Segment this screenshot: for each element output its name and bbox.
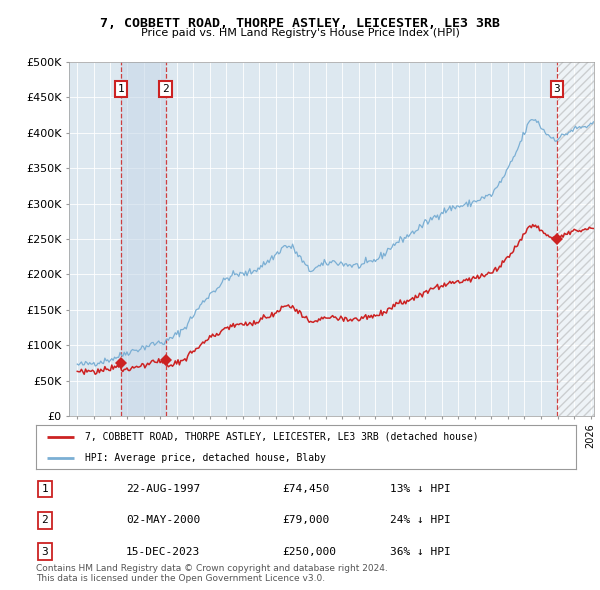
Text: 3: 3 <box>554 84 560 94</box>
Text: 13% ↓ HPI: 13% ↓ HPI <box>390 484 451 494</box>
Text: 7, COBBETT ROAD, THORPE ASTLEY, LEICESTER, LE3 3RB (detached house): 7, COBBETT ROAD, THORPE ASTLEY, LEICESTE… <box>85 432 478 442</box>
Text: Contains HM Land Registry data © Crown copyright and database right 2024.
This d: Contains HM Land Registry data © Crown c… <box>36 563 388 583</box>
Text: £79,000: £79,000 <box>282 516 329 525</box>
Text: 36% ↓ HPI: 36% ↓ HPI <box>390 547 451 556</box>
Bar <box>557 62 594 416</box>
Text: 3: 3 <box>41 547 49 556</box>
Text: 22-AUG-1997: 22-AUG-1997 <box>126 484 200 494</box>
Text: 1: 1 <box>118 84 124 94</box>
Bar <box>121 62 166 416</box>
Text: 1: 1 <box>41 484 49 494</box>
Text: 15-DEC-2023: 15-DEC-2023 <box>126 547 200 556</box>
Text: 2: 2 <box>162 84 169 94</box>
Text: 7, COBBETT ROAD, THORPE ASTLEY, LEICESTER, LE3 3RB: 7, COBBETT ROAD, THORPE ASTLEY, LEICESTE… <box>100 17 500 30</box>
Text: 24% ↓ HPI: 24% ↓ HPI <box>390 516 451 525</box>
Text: HPI: Average price, detached house, Blaby: HPI: Average price, detached house, Blab… <box>85 453 325 463</box>
Text: 02-MAY-2000: 02-MAY-2000 <box>126 516 200 525</box>
Text: £250,000: £250,000 <box>282 547 336 556</box>
Bar <box>557 62 594 416</box>
Text: 2: 2 <box>41 516 49 525</box>
Text: £74,450: £74,450 <box>282 484 329 494</box>
Text: Price paid vs. HM Land Registry's House Price Index (HPI): Price paid vs. HM Land Registry's House … <box>140 28 460 38</box>
